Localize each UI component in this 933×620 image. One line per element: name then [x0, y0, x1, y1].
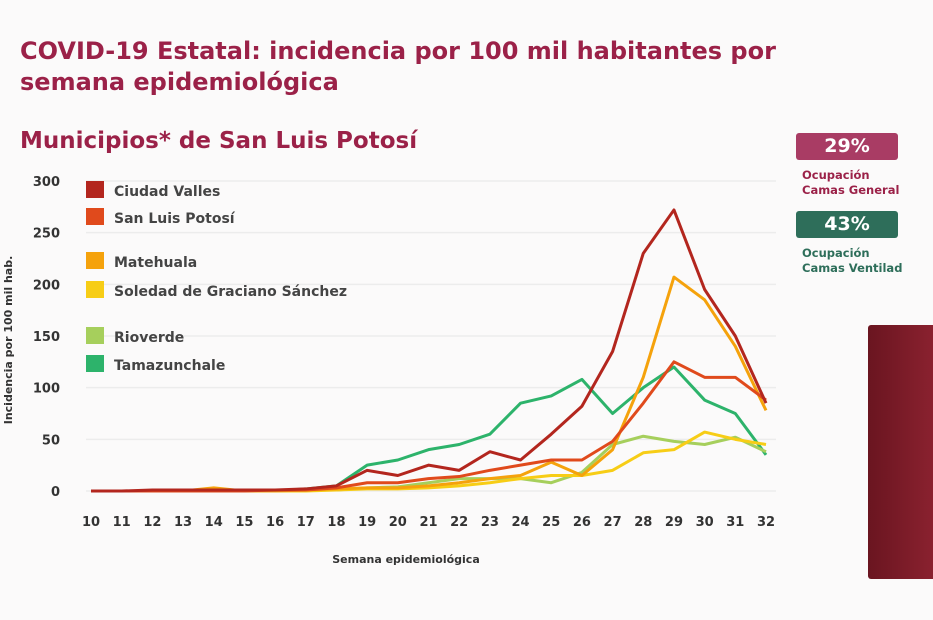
- x-tick-label: 28: [634, 515, 652, 530]
- general-beds-label-line1: Ocupación: [802, 168, 870, 182]
- general-beds-label-line2: Camas General: [802, 183, 900, 197]
- x-tick-label: 10: [82, 515, 100, 530]
- x-tick-label: 30: [696, 515, 714, 530]
- x-tick-label: 21: [419, 515, 437, 530]
- legend-label: Tamazunchale: [114, 358, 225, 374]
- legend-label: San Luis Potosí: [114, 211, 236, 227]
- legend-swatch: [86, 355, 104, 372]
- y-tick-label: 0: [51, 485, 60, 500]
- series-line: [91, 275, 768, 493]
- legend-swatch: [86, 181, 104, 198]
- y-tick-label: 150: [33, 330, 60, 345]
- y-tick-label: 300: [33, 175, 60, 190]
- ventilator-beds-label-line2: Camas Ventilad: [802, 261, 903, 275]
- ventilator-beds-label: Ocupación Camas Ventilad: [802, 246, 902, 276]
- speaker-video-inset: [868, 325, 933, 579]
- x-tick-label: 20: [389, 515, 407, 530]
- x-tick-label: 25: [542, 515, 560, 530]
- x-tick-label: 15: [235, 515, 253, 530]
- x-tick-label: 11: [113, 515, 131, 530]
- x-tick-label: 32: [757, 515, 775, 530]
- x-tick-label: 14: [205, 515, 223, 530]
- x-tick-label: 17: [297, 515, 315, 530]
- y-tick-label: 200: [33, 278, 60, 293]
- legend-swatch: [86, 281, 104, 298]
- x-tick-label: 13: [174, 515, 192, 530]
- y-axis-label: Incidencia por 100 mil hab.: [2, 256, 15, 425]
- general-beds-label: Ocupación Camas General: [802, 168, 899, 198]
- legend-label: Soledad de Graciano Sánchez: [114, 284, 347, 300]
- ventilator-beds-label-line1: Ocupación: [802, 246, 870, 260]
- series-line: [91, 360, 767, 493]
- y-tick-label: 100: [33, 382, 60, 397]
- x-tick-label: 27: [604, 515, 622, 530]
- legend-swatch: [86, 252, 104, 269]
- legend-label: Ciudad Valles: [114, 184, 220, 200]
- series-line: [91, 208, 768, 493]
- legend-swatch: [86, 208, 104, 225]
- x-tick-label: 22: [450, 515, 468, 530]
- x-tick-label: 26: [573, 515, 591, 530]
- legend-swatch: [86, 327, 104, 344]
- x-tick-label: 31: [726, 515, 744, 530]
- page-title: COVID-19 Estatal: incidencia por 100 mil…: [20, 37, 776, 96]
- x-tick-label: 23: [481, 515, 499, 530]
- x-tick-label: 16: [266, 515, 284, 530]
- y-tick-label: 50: [42, 433, 60, 448]
- legend-label: Rioverde: [114, 330, 184, 346]
- y-tick-label: 250: [33, 227, 60, 242]
- x-tick-label: 19: [358, 515, 376, 530]
- x-tick-label: 12: [143, 515, 161, 530]
- chart-subtitle: Municipios* de San Luis Potosí: [20, 128, 418, 154]
- x-tick-label: 18: [327, 515, 345, 530]
- series-line: [91, 434, 767, 493]
- general-beds-badge: 29%: [796, 133, 898, 160]
- ventilator-beds-badge: 43%: [796, 211, 898, 238]
- legend-label: Matehuala: [114, 255, 197, 271]
- x-tick-label: 29: [665, 515, 683, 530]
- x-tick-label: 24: [511, 515, 529, 530]
- x-axis-label: Semana epidemiológica: [332, 553, 480, 566]
- series-line: [91, 365, 768, 493]
